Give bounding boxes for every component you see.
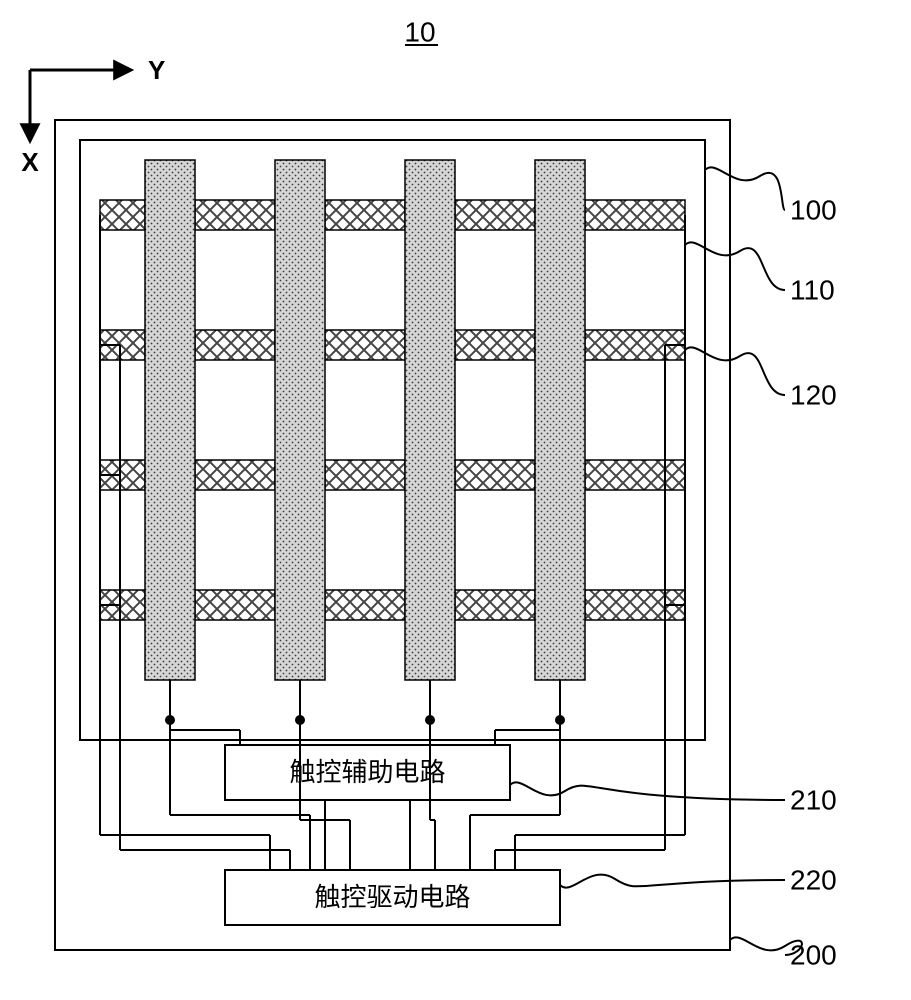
callout-label: 110 [790,275,835,306]
y-axis-label: Y [148,55,165,85]
callout-leader [510,782,785,800]
callout-leader [560,875,785,888]
callout-label: 210 [790,785,837,816]
horizontal-electrode-segment [325,200,405,230]
vertical-electrode [275,160,325,680]
horizontal-electrode-segment [455,200,535,230]
aux-circuit: 触控辅助电路 [225,745,510,800]
horizontal-electrode-segment [100,200,145,230]
horizontal-electrode-segment [195,200,275,230]
callout-label: 200 [790,940,837,971]
figure-number: 10 [404,17,435,48]
callout-label: 120 [790,380,837,411]
vertical-electrode [405,160,455,680]
horizontal-electrode-segment [585,460,685,490]
x-axis-label: X [21,147,39,177]
horizontal-electrode-segment [325,460,405,490]
vertical-electrode [535,160,585,680]
aux-circuit-label: 触控辅助电路 [289,758,445,787]
horizontal-electrode-segment [195,590,275,620]
driver-circuit-label: 触控驱动电路 [314,883,470,912]
horizontal-electrode-segment [195,330,275,360]
driver-circuit: 触控驱动电路 [225,870,560,925]
horizontal-electrode-segment [325,590,405,620]
callout-leader [705,167,785,210]
vertical-electrode [145,160,195,680]
horizontal-electrode-segment [455,330,535,360]
callout-leader [685,347,785,395]
horizontal-electrode-segment [455,460,535,490]
horizontal-electrode-segment [455,590,535,620]
callout-label: 100 [790,195,837,226]
horizontal-electrode-segment [325,330,405,360]
horizontal-electrode-segment [585,200,685,230]
horizontal-electrode-segment [195,460,275,490]
callout-leader [685,242,785,290]
callout-label: 220 [790,865,837,896]
